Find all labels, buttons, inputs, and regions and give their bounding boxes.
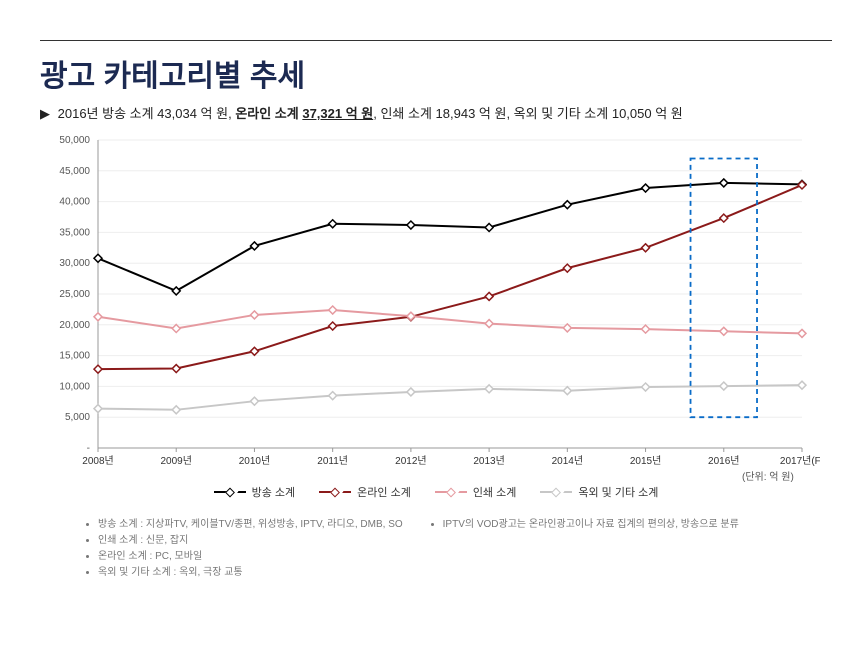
footnote-item: 온라인 소계 : PC, 모바일 <box>98 547 403 562</box>
footnote-item: 옥외 및 기타 소계 : 옥외, 극장 교통 <box>98 563 403 578</box>
legend-label: 인쇄 소계 <box>473 484 517 500</box>
svg-text:2017년(F): 2017년(F) <box>780 455 820 467</box>
svg-text:5,000: 5,000 <box>65 412 90 423</box>
svg-text:2016년: 2016년 <box>708 455 739 467</box>
svg-text:45,000: 45,000 <box>59 166 90 177</box>
legend-item-online: 온라인 소계 <box>319 484 411 500</box>
legend-swatch <box>540 491 572 493</box>
legend-item-outdoor: 옥외 및 기타 소계 <box>540 484 658 500</box>
svg-text:40,000: 40,000 <box>59 197 90 208</box>
svg-text:35,000: 35,000 <box>59 227 90 238</box>
footnote-item: 방송 소계 : 지상파TV, 케이블TV/종편, 위성방송, IPTV, 라디오… <box>98 515 403 530</box>
bullet-arrow: ▶ <box>40 106 50 121</box>
svg-text:-: - <box>87 443 90 454</box>
legend: 방송 소계 온라인 소계 인쇄 소계 옥외 및 기타 소계 <box>40 484 832 500</box>
svg-text:2013년: 2013년 <box>473 455 504 467</box>
subtitle-em-value: 37,321 억 원 <box>302 106 373 121</box>
subtitle-suffix: , 인쇄 소계 18,943 억 원, 옥외 및 기타 소계 10,050 억 … <box>373 106 683 121</box>
svg-text:2011년: 2011년 <box>317 455 348 467</box>
footnotes-right: IPTV의 VOD광고는 온라인광고이나 자료 집계의 편의상, 방송으로 분류 <box>433 514 739 579</box>
line-chart: - 5,000 10,000 15,000 20,000 25,000 30,000 35,0… <box>40 126 820 486</box>
legend-label: 방송 소계 <box>252 484 296 500</box>
svg-text:50,000: 50,000 <box>59 135 90 146</box>
footnote-item: IPTV의 VOD광고는 온라인광고이나 자료 집계의 편의상, 방송으로 분류 <box>443 515 739 530</box>
legend-swatch <box>435 491 467 493</box>
svg-text:2012년: 2012년 <box>395 455 426 467</box>
svg-text:20,000: 20,000 <box>59 320 90 331</box>
chart-container: - 5,000 10,000 15,000 20,000 25,000 30,000 35,0… <box>40 126 832 486</box>
legend-item-broadcast: 방송 소계 <box>214 484 296 500</box>
svg-text:2009년: 2009년 <box>160 455 191 467</box>
svg-text:2008년: 2008년 <box>82 455 113 467</box>
svg-text:2015년: 2015년 <box>630 455 661 467</box>
subtitle-prefix: 2016년 방송 소계 43,034 억 원, <box>58 106 236 121</box>
svg-text:30,000: 30,000 <box>59 258 90 269</box>
subtitle-em-label: 온라인 소계 <box>235 106 302 121</box>
footnote-item: 인쇄 소계 : 신문, 잡지 <box>98 531 403 546</box>
svg-text:15,000: 15,000 <box>59 351 90 362</box>
legend-item-print: 인쇄 소계 <box>435 484 517 500</box>
svg-text:10,000: 10,000 <box>59 381 90 392</box>
svg-text:25,000: 25,000 <box>59 289 90 300</box>
legend-label: 온라인 소계 <box>357 484 411 500</box>
legend-swatch <box>214 491 246 493</box>
legend-label: 옥외 및 기타 소계 <box>578 484 658 500</box>
svg-text:2010년: 2010년 <box>239 455 270 467</box>
svg-text:2014년: 2014년 <box>552 455 583 467</box>
legend-swatch <box>319 491 351 493</box>
footnotes: 방송 소계 : 지상파TV, 케이블TV/종편, 위성방송, IPTV, 라디오… <box>88 514 832 579</box>
unit-label: (단위: 억 원) <box>742 468 794 483</box>
top-rule <box>40 40 832 41</box>
footnotes-left: 방송 소계 : 지상파TV, 케이블TV/종편, 위성방송, IPTV, 라디오… <box>88 514 403 579</box>
page-title: 광고 카테고리별 추세 <box>40 51 832 95</box>
subtitle: ▶ 2016년 방송 소계 43,034 억 원, 온라인 소계 37,321 … <box>40 103 832 122</box>
